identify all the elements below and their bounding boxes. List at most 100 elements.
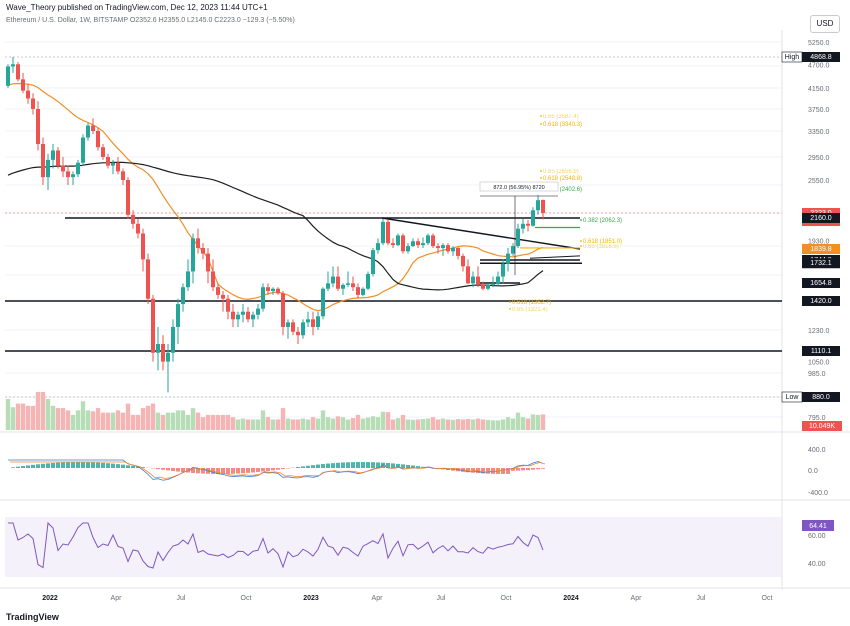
- candle-body: [56, 150, 60, 166]
- macd-histogram-bar: [96, 462, 100, 468]
- volume-bar: [450, 419, 456, 430]
- symbol-ohlc-line: Ethereum / U.S. Dollar, 1W, BITSTAMP O23…: [6, 17, 295, 24]
- candlesticks[interactable]: [6, 57, 545, 393]
- volume-bar: [365, 417, 371, 430]
- volume-bar: [240, 418, 246, 430]
- time-axis-label: Oct: [501, 595, 512, 602]
- candle-body: [361, 288, 365, 295]
- fib-label: 0.65 (2656.9): [543, 169, 579, 175]
- candle-body: [71, 174, 75, 178]
- volume-bar: [165, 412, 171, 430]
- price-axis-tick: 3350.0: [808, 129, 830, 136]
- volume-bar: [80, 401, 86, 430]
- candle-body: [266, 287, 270, 292]
- candle-body: [516, 228, 520, 247]
- volume-bar: [420, 419, 426, 430]
- candle-body: [416, 241, 420, 246]
- candle-body: [186, 271, 190, 288]
- candle-body: [106, 157, 110, 166]
- volume-bar: [445, 419, 451, 430]
- volume-bar: [535, 414, 541, 430]
- macd-histogram-bar: [331, 463, 335, 468]
- price-axis-tick: 2550.0: [808, 178, 830, 185]
- macd-histogram-bar: [416, 466, 420, 468]
- macd-histogram-bar: [121, 464, 125, 468]
- volume-bar: [255, 419, 261, 430]
- candle-body: [326, 283, 330, 289]
- candle-body: [481, 284, 485, 289]
- macd-histogram-bar: [231, 468, 235, 474]
- candle-body: [31, 98, 35, 109]
- volume-bar: [465, 419, 471, 430]
- macd-histogram-bar: [296, 467, 300, 468]
- macd-histogram-bar: [271, 468, 275, 471]
- volume-bar: [390, 419, 396, 430]
- volume-bar: [380, 411, 386, 430]
- macd-histogram-bar: [171, 468, 175, 472]
- candle-body: [271, 288, 275, 292]
- candle-body: [191, 238, 195, 272]
- volume-bar: [235, 419, 241, 430]
- volume-bar: [350, 418, 356, 430]
- time-axis-label: Jul: [437, 595, 446, 602]
- candle-body: [41, 144, 45, 178]
- candle-body: [131, 214, 135, 224]
- volume-bar: [405, 419, 411, 430]
- candle-body: [396, 235, 400, 246]
- volume-bar: [335, 416, 341, 430]
- candle-body: [446, 245, 450, 252]
- volume-bar: [300, 418, 306, 430]
- volume-bar: [195, 412, 201, 430]
- rsi-axis-tick: 60.00: [808, 533, 826, 540]
- candle-body: [386, 221, 390, 244]
- candle-body: [16, 64, 20, 80]
- macd-histogram-bar: [21, 466, 25, 468]
- candle-body: [456, 248, 460, 256]
- macd-histogram-bar: [56, 462, 60, 468]
- volume-bar: [100, 412, 106, 430]
- volume-bar: [320, 410, 326, 430]
- volume-bar: [315, 418, 321, 430]
- macd-histogram-bar: [136, 466, 140, 468]
- candle-body: [196, 238, 200, 249]
- candle-body: [371, 250, 375, 275]
- candle-body: [76, 162, 80, 175]
- candle-body: [201, 248, 205, 254]
- candle-body: [236, 314, 240, 320]
- currency-button[interactable]: USD: [810, 15, 840, 33]
- rsi-pane: 60.00 40.00 64.41: [5, 517, 834, 577]
- macd-histogram-bar: [251, 468, 255, 473]
- candle-body: [136, 223, 140, 234]
- candle-body: [436, 246, 440, 249]
- volume-bar: [60, 408, 66, 430]
- candle-body: [366, 274, 370, 289]
- candle-body: [491, 284, 495, 286]
- candle-body: [356, 287, 360, 295]
- volume-bar: [310, 417, 316, 430]
- volume-bar: [230, 417, 236, 430]
- volume-bar: [215, 414, 221, 430]
- candle-body: [96, 131, 100, 148]
- price-axis-tick: 795.0: [808, 415, 826, 422]
- volume-bars: [5, 392, 546, 430]
- macd-histogram-bar: [421, 466, 425, 468]
- macd-histogram-bar: [316, 464, 320, 468]
- macd-histogram-bar: [376, 462, 380, 468]
- candle-body: [541, 199, 545, 213]
- volume-bar: [520, 417, 526, 430]
- volume-bar: [150, 403, 156, 430]
- volume-bar: [200, 417, 206, 430]
- candle-body: [151, 298, 155, 353]
- volume-bar: [440, 418, 446, 430]
- trend-line: [381, 217, 581, 250]
- volume-bar: [370, 416, 376, 430]
- price-label-badge: [802, 346, 840, 356]
- volume-bar: [475, 418, 481, 430]
- macd-histogram-bar: [196, 468, 200, 474]
- candle-body: [146, 259, 150, 299]
- candle-body: [466, 266, 470, 284]
- candle-body: [51, 150, 55, 160]
- candle-body: [331, 276, 335, 284]
- volume-bar: [330, 418, 336, 430]
